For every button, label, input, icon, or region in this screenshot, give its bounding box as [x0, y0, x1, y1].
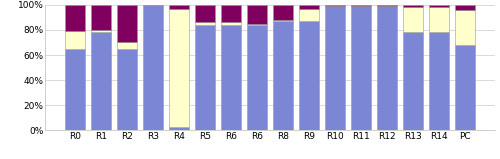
Bar	[144, 5, 163, 130]
Bar	[429, 5, 448, 7]
Bar	[92, 30, 111, 32]
Bar	[325, 5, 344, 6]
Bar	[299, 5, 318, 9]
Bar	[196, 25, 215, 130]
Bar	[455, 45, 474, 130]
Bar	[403, 32, 422, 130]
Bar	[170, 5, 189, 9]
Bar	[222, 22, 241, 25]
Bar	[299, 21, 318, 130]
Bar	[118, 42, 137, 49]
Bar	[222, 5, 241, 22]
Bar	[222, 25, 241, 130]
Bar	[92, 32, 111, 130]
Bar	[196, 5, 215, 22]
Bar	[170, 127, 189, 130]
Bar	[248, 24, 267, 25]
Bar	[170, 9, 189, 127]
Bar	[429, 32, 448, 130]
Bar	[196, 22, 215, 25]
Bar	[429, 7, 448, 32]
Bar	[66, 5, 85, 31]
Bar	[248, 5, 267, 24]
Bar	[455, 10, 474, 45]
Bar	[273, 21, 292, 130]
Bar	[403, 5, 422, 7]
Bar	[66, 31, 85, 49]
Bar	[377, 5, 396, 6]
Bar	[351, 5, 370, 6]
Bar	[299, 9, 318, 21]
Bar	[455, 5, 474, 10]
Bar	[377, 6, 396, 130]
Bar	[92, 5, 111, 30]
Bar	[351, 6, 370, 130]
Bar	[118, 49, 137, 130]
Bar	[248, 25, 267, 130]
Bar	[273, 20, 292, 21]
Bar	[403, 7, 422, 32]
Bar	[118, 5, 137, 42]
Bar	[273, 5, 292, 20]
Bar	[325, 6, 344, 130]
Bar	[66, 49, 85, 130]
